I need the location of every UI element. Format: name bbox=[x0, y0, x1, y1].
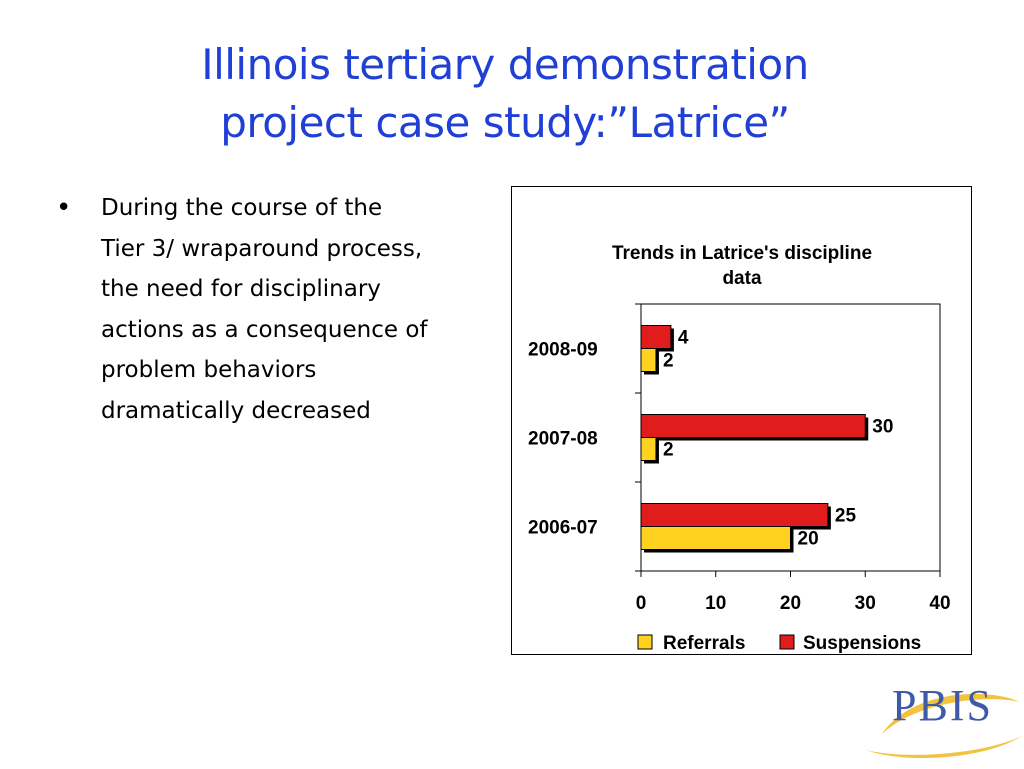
x-tick-label: 30 bbox=[855, 593, 876, 614]
data-label: 2 bbox=[663, 351, 674, 372]
bar-suspensions bbox=[640, 414, 866, 438]
x-tick-label: 10 bbox=[705, 593, 726, 614]
legend-swatch bbox=[637, 634, 653, 650]
data-label: 30 bbox=[872, 417, 893, 438]
pbis-logo-text: PBIS bbox=[892, 681, 993, 730]
x-tick-label: 20 bbox=[780, 593, 801, 614]
data-label: 2 bbox=[663, 440, 674, 461]
bar-suspensions bbox=[640, 503, 829, 527]
legend-label: Referrals bbox=[663, 633, 745, 654]
bullet-dot: • bbox=[56, 193, 72, 223]
slide-title-line: Illinois tertiary demonstration bbox=[201, 40, 809, 89]
data-label: 20 bbox=[798, 529, 819, 550]
legend-swatch bbox=[779, 634, 795, 650]
bullet-text-line: the need for disciplinary bbox=[101, 276, 381, 302]
chart-title-line: data bbox=[722, 268, 762, 289]
bar-referrals bbox=[640, 348, 657, 372]
bullet-list: • During the course of the Tier 3/ wrapa… bbox=[56, 188, 506, 431]
category-label: 2006-07 bbox=[528, 518, 598, 539]
pbis-star-swoosh-logo: PBIS bbox=[866, 681, 1022, 759]
pbis-logo: PBIS bbox=[864, 664, 1024, 769]
chart-frame: Trends in Latrice's discipline data 0 10 20 3… bbox=[511, 186, 972, 655]
data-label: 25 bbox=[835, 506, 857, 527]
bullet-text-line: Tier 3/ wraparound process, bbox=[101, 235, 423, 262]
legend-label: Suspensions bbox=[803, 633, 921, 654]
x-tick-label: 0 bbox=[636, 593, 647, 614]
bullet-item: • During the course of the Tier 3/ wrapa… bbox=[56, 188, 506, 431]
chart-title-line: Trends in Latrice's discipline bbox=[612, 243, 872, 264]
bullet-text-line: dramatically decreased bbox=[101, 397, 371, 424]
category-label: 2007-08 bbox=[528, 429, 598, 450]
data-label: 4 bbox=[678, 328, 689, 349]
slide-title-line: project case study:”Latrice” bbox=[220, 98, 790, 147]
x-tick-label: 40 bbox=[929, 593, 950, 614]
bullet-text-line: problem behaviors bbox=[101, 357, 317, 383]
bar-referrals bbox=[640, 437, 657, 461]
category-label: 2008-09 bbox=[528, 340, 598, 361]
discipline-bar-chart: Trends in Latrice's discipline data 0 10 20 3… bbox=[528, 243, 951, 654]
bar-suspensions bbox=[640, 325, 672, 349]
bullet-text-line: During the course of the bbox=[101, 195, 383, 221]
bullet-text-line: actions as a consequence of bbox=[101, 316, 428, 343]
bar-referrals bbox=[640, 526, 791, 550]
slide-title: Illinois tertiary demonstration project … bbox=[0, 36, 1010, 152]
